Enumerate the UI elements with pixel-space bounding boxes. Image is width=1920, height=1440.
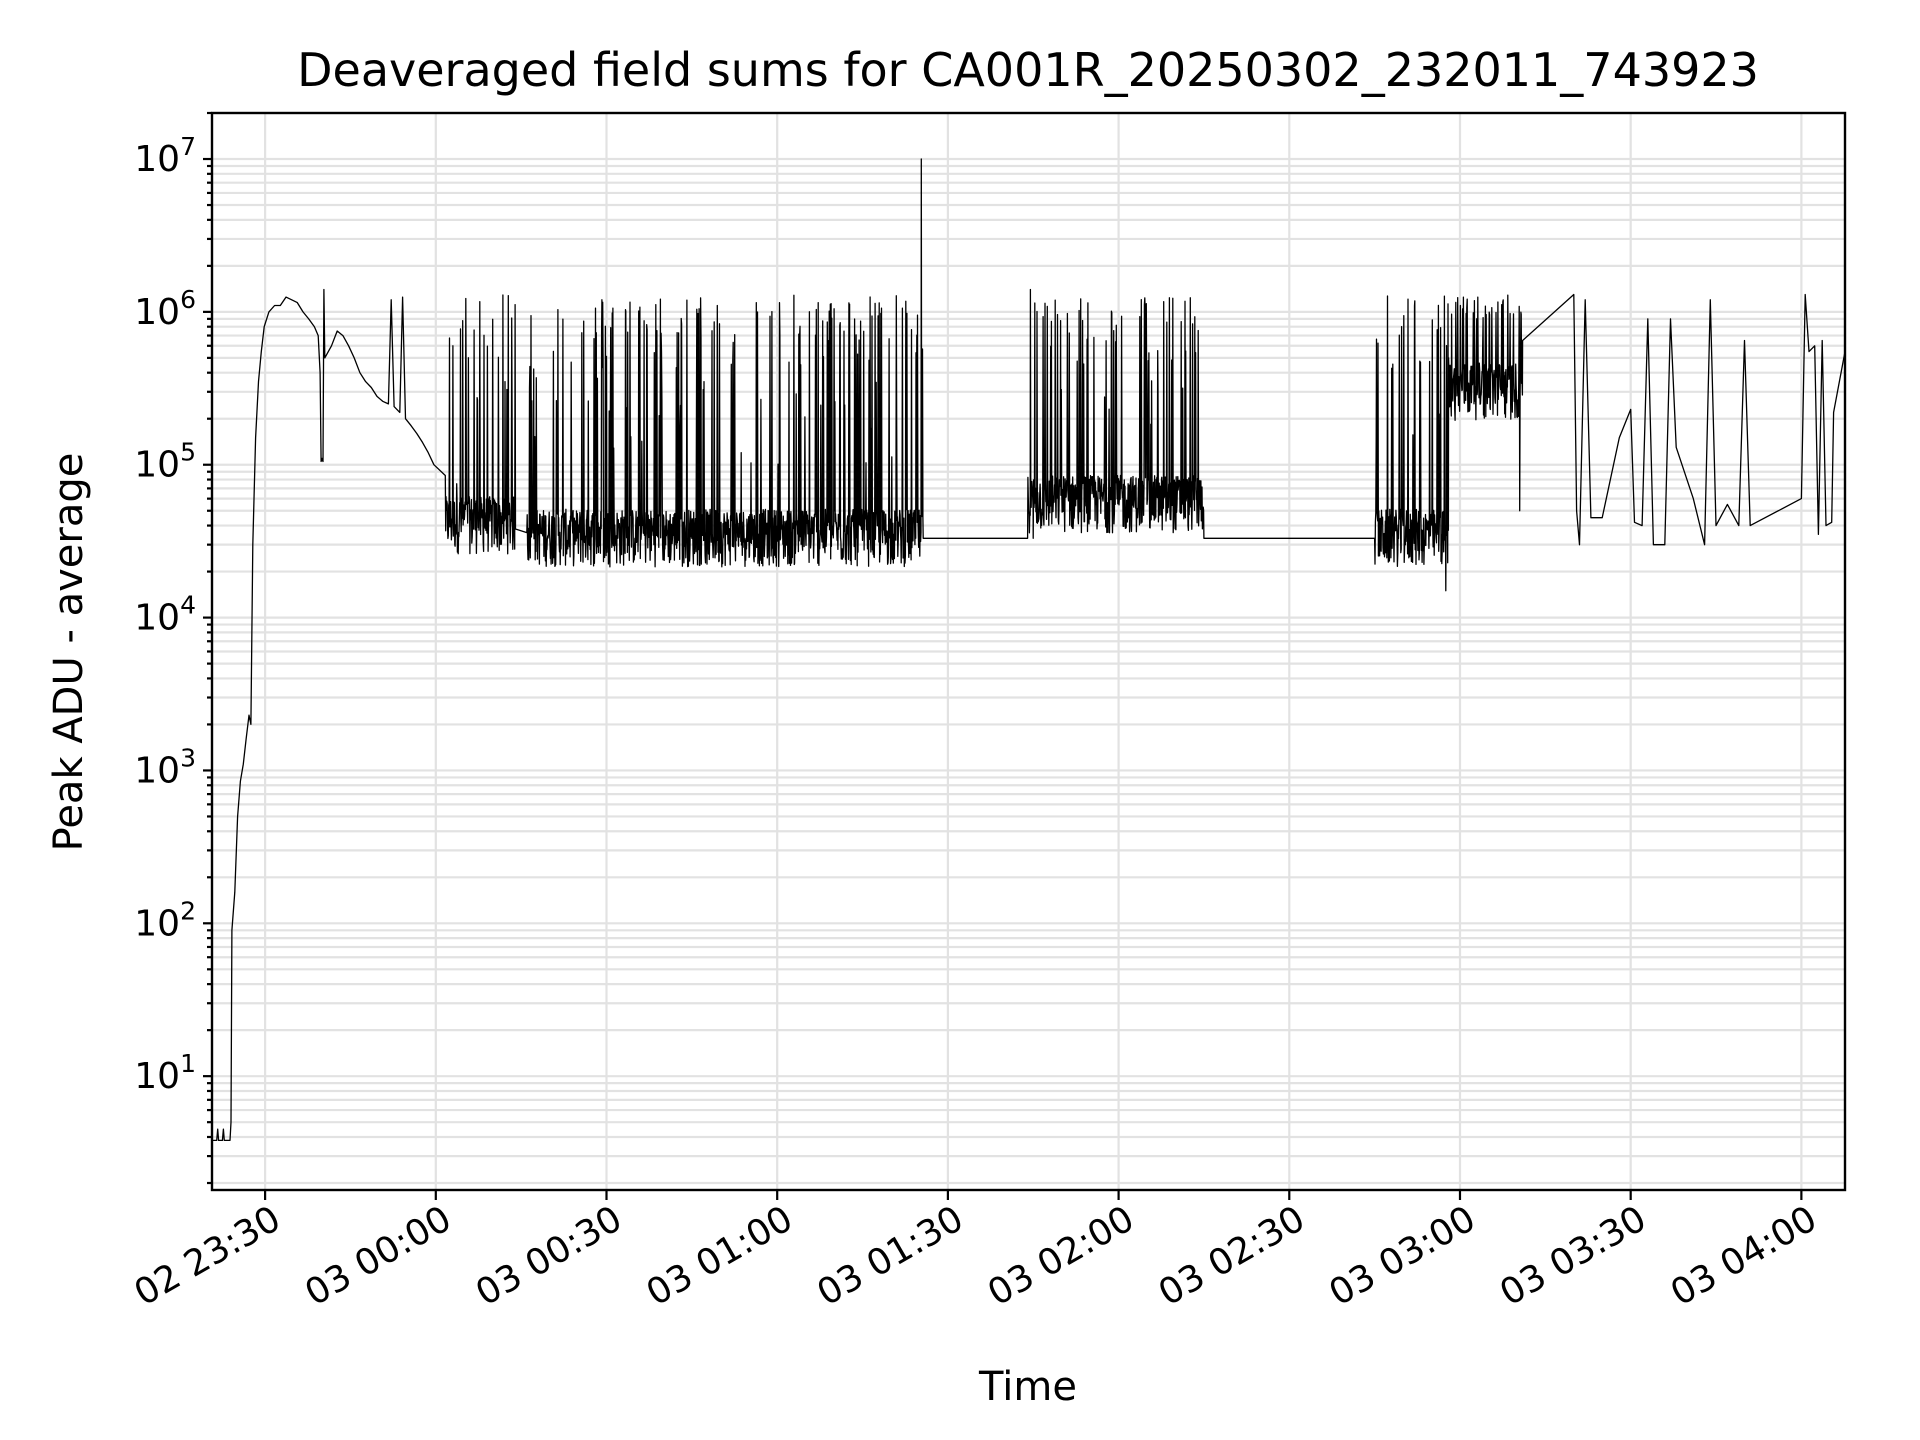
grid <box>212 111 1845 1190</box>
y-axis-label: Peak ADU - average <box>46 453 92 852</box>
chart-title: Deaveraged field sums for CA001R_2025030… <box>297 43 1759 97</box>
y-tick-exponent: 4 <box>180 591 196 620</box>
y-tick-base: 10 <box>134 445 180 486</box>
y-tick-base: 10 <box>134 750 180 791</box>
y-tick-exponent: 3 <box>180 743 196 772</box>
y-tick-label: 102 <box>134 896 196 944</box>
y-tick-label: 105 <box>134 438 196 486</box>
y-tick-exponent: 6 <box>180 285 196 314</box>
y-tick-label: 101 <box>134 1049 196 1097</box>
y-tick-label: 104 <box>134 591 196 639</box>
y-tick-label: 107 <box>134 132 196 180</box>
y-tick-exponent: 7 <box>180 132 196 161</box>
y-tick-base: 10 <box>134 139 180 180</box>
x-axis-label: Time <box>978 1364 1077 1410</box>
y-tick-exponent: 1 <box>180 1049 196 1078</box>
y-tick-base: 10 <box>134 598 180 639</box>
y-tick-label: 103 <box>134 743 196 791</box>
series <box>212 158 1846 1142</box>
y-tick-base: 10 <box>134 292 180 333</box>
series-line <box>212 158 1846 1142</box>
y-tick-base: 10 <box>134 1056 180 1097</box>
y-tick-exponent: 2 <box>180 896 196 925</box>
y-tick-label: 106 <box>134 285 196 333</box>
y-tick-base: 10 <box>134 903 180 944</box>
y-tick-exponent: 5 <box>180 438 196 467</box>
